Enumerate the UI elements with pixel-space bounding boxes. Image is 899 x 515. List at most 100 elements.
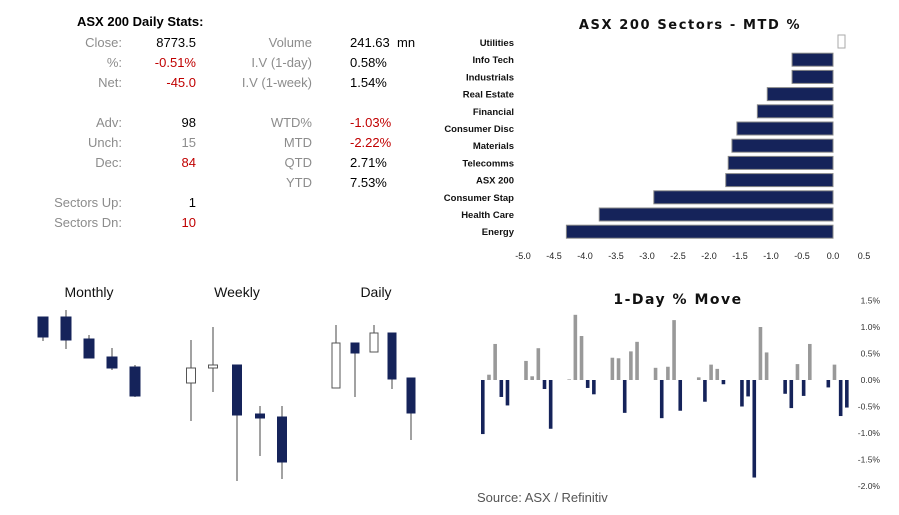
daily-move-bar <box>758 327 763 380</box>
candle-body <box>232 364 242 416</box>
daily-move-bar <box>493 343 497 380</box>
candle-body <box>37 316 49 338</box>
x-tick-label: -4.5 <box>546 251 562 261</box>
sector-bar <box>653 190 834 205</box>
category-label: ASX 200 <box>476 176 514 187</box>
stat-label: MTD <box>283 135 312 150</box>
daily-move-bar <box>678 380 683 411</box>
sector-bar <box>598 207 834 222</box>
source-note: Source: ASX / Refinitiv <box>477 490 608 505</box>
daily-move-bar <box>567 379 571 380</box>
daily-move-bar <box>715 368 720 380</box>
candle-body <box>106 356 118 369</box>
daily-move-bar <box>622 380 627 413</box>
y-tick-label: -0.5% <box>858 402 881 412</box>
sector-bar <box>565 224 834 239</box>
chart-title: 1-Day % Move <box>613 292 742 308</box>
daily-move-bar <box>740 380 744 407</box>
daily-move-bar <box>801 380 806 396</box>
sector-bar <box>725 173 834 188</box>
candle-chart-title: Daily <box>360 284 391 300</box>
x-tick-label: 0.0 <box>827 251 840 261</box>
sector-bar <box>791 69 834 84</box>
stat-value: 84 <box>181 155 196 170</box>
daily-move-bar <box>548 380 553 429</box>
x-tick-label: -3.0 <box>639 251 655 261</box>
category-label: Info Tech <box>472 55 514 66</box>
daily-move-bar <box>826 380 831 388</box>
category-label: Energy <box>482 227 515 238</box>
stat-value: -0.51% <box>154 55 196 70</box>
candle-body <box>406 377 416 414</box>
stats-title: ASX 200 Daily Stats: <box>77 14 204 29</box>
candle-body <box>208 364 218 369</box>
chart-title: ASX 200 Sectors - MTD % <box>579 18 801 33</box>
candle-body <box>277 416 287 463</box>
daily-move-bar <box>536 348 541 380</box>
daily-move-bar <box>808 343 812 380</box>
daily-move-bar <box>783 380 787 394</box>
category-label: Consumer Stap <box>444 193 514 204</box>
daily-move-bar <box>653 367 658 380</box>
candle-body <box>255 413 265 419</box>
daily-move-bar <box>579 336 584 380</box>
daily-move-bar <box>592 380 596 395</box>
candle-body <box>350 342 360 354</box>
category-label: Materials <box>473 141 514 152</box>
daily-move-bar <box>845 380 849 408</box>
sector-bar <box>731 138 834 153</box>
daily-move-bar <box>838 380 843 417</box>
daily-move-bar <box>481 380 485 435</box>
x-tick-label: -0.5 <box>794 251 810 261</box>
daily-move-bar <box>499 380 504 397</box>
daily-move-bar <box>746 380 750 397</box>
stat-label: Unch: <box>88 135 122 150</box>
category-label: Financial <box>473 107 514 118</box>
stat-label: QTD <box>284 155 312 170</box>
category-label: Health Care <box>461 210 514 221</box>
daily-move-bar <box>573 314 578 380</box>
daily-move-bar <box>610 357 615 380</box>
candle-chart-title: Monthly <box>64 284 113 300</box>
stat-value: 241.63 mn <box>350 35 416 50</box>
category-label: Real Estate <box>463 90 514 101</box>
stat-value: 10 <box>181 215 196 230</box>
stat-label: I.V (1-week) <box>241 75 312 90</box>
daily-move-bar <box>659 380 664 419</box>
sector-bar <box>727 155 834 170</box>
y-tick-label: 1.5% <box>861 296 881 306</box>
x-tick-label: -4.0 <box>577 251 593 261</box>
stat-value: 8773.5 <box>156 35 196 50</box>
stat-value: 2.71% <box>350 155 387 170</box>
stat-label: Dec: <box>95 155 122 170</box>
stat-value: 98 <box>181 115 196 130</box>
stat-value: 7.53% <box>350 175 387 190</box>
daily-move-bar <box>530 376 534 380</box>
stat-label: I.V (1-day) <box>251 55 312 70</box>
daily-move-bar <box>616 358 621 380</box>
y-tick-label: -1.5% <box>858 455 881 465</box>
daily-move-bar <box>672 320 676 380</box>
daily-move-bar <box>666 366 670 380</box>
x-tick-label: -3.5 <box>608 251 624 261</box>
x-tick-label: -2.0 <box>701 251 717 261</box>
daily-move-bar <box>703 380 707 402</box>
sector-bar <box>766 87 834 102</box>
x-tick-label: -1.5 <box>732 251 748 261</box>
daily-move-bar <box>505 380 510 406</box>
x-tick-label: 0.5 <box>858 251 871 261</box>
daily-move-bar <box>789 380 794 409</box>
stat-value: 1 <box>188 195 196 210</box>
stat-label: Close: <box>85 35 122 50</box>
category-label: Telecomms <box>462 158 514 169</box>
stat-label: Sectors Up: <box>54 195 122 210</box>
y-tick-label: 0.5% <box>861 349 881 359</box>
category-label: Consumer Disc <box>444 124 514 135</box>
daily-move-bar <box>721 380 726 385</box>
stat-label: Volume <box>268 35 312 50</box>
daily-move-bar <box>524 360 528 380</box>
stat-label: YTD <box>286 175 312 190</box>
